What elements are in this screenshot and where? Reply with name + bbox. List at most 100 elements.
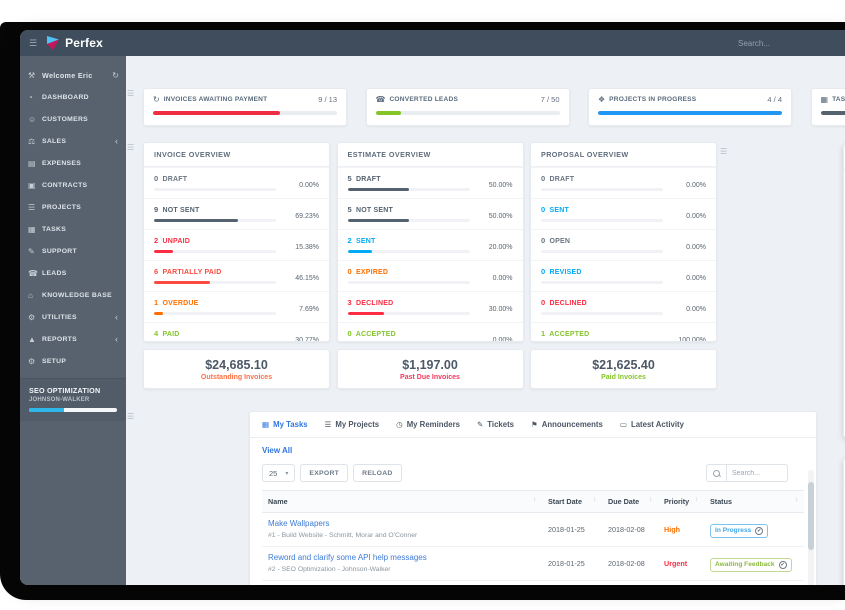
sort-icon[interactable]: ↕ — [593, 497, 596, 503]
table-search-input[interactable] — [726, 464, 788, 482]
stat-card-projects-in-progress[interactable]: ❖ PROJECTS IN PROGRESS 4 / 4 — [588, 88, 792, 126]
overview-row-count: 0 — [541, 236, 546, 245]
sidebar-item-leads[interactable]: ☎ LEADS — [20, 262, 126, 284]
drag-handle-icon[interactable]: ☰ — [127, 412, 135, 421]
status-badge[interactable]: Awaiting Feedback ✔ — [710, 557, 792, 572]
navbar-search-input[interactable]: Search... — [738, 38, 771, 48]
sidebar-item-reports[interactable]: ▲ REPORTS ‹ — [20, 328, 126, 350]
tab-my-tasks[interactable]: ▦ My Tasks — [262, 420, 308, 429]
sort-icon[interactable]: ↕ — [533, 497, 536, 503]
overview-row-accepted: 1 ACCEPTED 100.00% — [531, 322, 716, 341]
stat-card-invoices-awaiting-payment[interactable]: ↻ INVOICES AWAITING PAYMENT 9 / 13 — [143, 88, 347, 126]
column-header-due-date[interactable]: Due Date ↕ — [602, 490, 658, 513]
tab-my-reminders[interactable]: ◷ My Reminders — [396, 420, 460, 429]
priority-value: Urgent — [664, 559, 688, 568]
task-name-link[interactable]: Make Wallpapers — [268, 519, 330, 528]
sidebar-item-label: SUPPORT — [42, 247, 77, 255]
wrench-icon: ⚒ — [28, 70, 36, 80]
money-card-outstanding-invoices: $24,685.10 Outstanding Invoices — [143, 349, 330, 389]
overview-row-label: 0 EXPIRED — [347, 267, 389, 276]
task-name-link[interactable]: Reword and clarify some API help message… — [268, 553, 427, 562]
sidebar-item-customers[interactable]: ☺ CUSTOMERS — [20, 108, 126, 130]
overview-row-percent: 0.00% — [686, 182, 706, 189]
sidebar-item-setup[interactable]: ⚙ SETUP — [20, 350, 126, 372]
overview-row-declined: 3 DECLINED 30.00% — [337, 291, 523, 322]
money-label: Outstanding Invoices — [200, 373, 273, 381]
tab-label: My Reminders — [406, 420, 460, 429]
sidebar-item-projects[interactable]: ☰ PROJECTS — [20, 196, 126, 218]
sidebar-item-contracts[interactable]: ▣ CONTRACTS — [20, 174, 126, 196]
tab-latest-activity[interactable]: ▭ Latest Activity — [620, 420, 684, 429]
overview-row-expired: 0 EXPIRED 0.00% — [337, 260, 523, 291]
stat-card-label: INVOICES AWAITING PAYMENT — [163, 96, 268, 103]
tab-my-projects[interactable]: ☰ My Projects — [325, 420, 380, 429]
sidebar-item-utilities[interactable]: ⚙ UTILITIES ‹ — [20, 306, 126, 328]
overview-row-not-sent: 9 NOT SENT 69.23% — [144, 198, 329, 229]
overview-row-unpaid: 2 UNPAID 15.38% — [144, 229, 329, 260]
chevron-left-icon: ‹ — [115, 334, 118, 344]
column-header-priority[interactable]: Priority ↕ — [658, 490, 704, 513]
sidebar-item-knowledge-base[interactable]: ⌂ KNOWLEDGE BASE — [20, 284, 126, 306]
sidebar-item-sales[interactable]: ⚖ SALES ‹ — [20, 130, 126, 152]
export-button[interactable]: EXPORT — [300, 464, 349, 482]
drag-handle-icon[interactable]: ☰ — [127, 89, 135, 98]
drag-handle-icon[interactable]: ☰ — [127, 143, 135, 152]
sidebar-project-widget[interactable]: SEO OPTIMIZATION JOHNSON-WALKER — [20, 378, 126, 421]
refresh-icon[interactable]: ↻ — [112, 70, 119, 80]
sort-icon[interactable]: ↕ — [795, 497, 798, 503]
check-circle-icon[interactable]: ✔ — [778, 560, 787, 569]
check-circle-icon[interactable]: ✔ — [755, 526, 764, 535]
sort-icon[interactable]: ↕ — [649, 497, 652, 503]
dashboard-gauge-icon: ◔ — [28, 92, 33, 102]
overview-row-open: 0 OPEN 0.00% — [531, 229, 716, 260]
drag-handle-icon[interactable]: ☰ — [720, 147, 728, 156]
overview-row-percent: 30.00% — [488, 306, 513, 313]
column-header-start-date[interactable]: Start Date ↕ — [542, 490, 602, 513]
tab-announcements[interactable]: ⚑ Announcements — [531, 420, 603, 429]
sort-icon[interactable]: ↕ — [695, 497, 698, 503]
menu-toggle-icon[interactable]: ☰ — [29, 37, 38, 48]
overview-row-label: 0 DECLINED — [541, 298, 587, 307]
sidebar-item-welcome-eric[interactable]: ⚒ Welcome Eric ↻ — [20, 64, 126, 86]
start-date-cell: 2018-01-25 — [542, 512, 602, 547]
announcement-flag-icon: ⚑ — [531, 420, 538, 429]
overview-progress-track — [541, 312, 663, 315]
overview-row-label: 2 UNPAID — [154, 236, 191, 245]
priority-cell: High — [658, 580, 704, 585]
overview-row-count: 0 — [541, 267, 546, 276]
project-client: JOHNSON-WALKER — [29, 397, 90, 403]
customers-person-icon: ☺ — [28, 114, 37, 124]
sidebar-item-label: CUSTOMERS — [42, 115, 89, 123]
page-size-select[interactable]: 25 ▾ — [262, 464, 296, 482]
caret-down-icon: ▾ — [285, 470, 289, 477]
column-header-status[interactable]: Status ↕ — [704, 490, 804, 513]
tab-label: My Tasks — [273, 420, 308, 429]
sidebar-item-label: KNOWLEDGE BASE — [42, 291, 112, 299]
money-label: Past Due Invoices — [400, 373, 460, 381]
stat-card-value: 4 / 4 — [767, 95, 782, 104]
dashboard-content: ☰ ☰ ☰ ☰ ☰ ↻INVOICES AWAITING PAYMENT 9 / 13 ☎C… — [126, 56, 845, 585]
sidebar-item-dashboard[interactable]: ◔ DASHBOARD — [20, 86, 126, 108]
overview-row-count: 2 — [154, 236, 159, 245]
overview-row-draft: 0 DRAFT 0.00% — [531, 167, 716, 198]
status-badge[interactable]: In Progress ✔ — [710, 523, 769, 538]
table-scrollbar[interactable] — [808, 470, 814, 585]
column-header-name[interactable]: Name ↕ — [262, 490, 542, 513]
reload-button[interactable]: RELOAD — [353, 464, 402, 482]
overview-row-label: 0 REVISED — [541, 267, 582, 276]
tab-tickets[interactable]: ✎ Tickets — [477, 420, 514, 429]
sidebar-item-support[interactable]: ✎ SUPPORT — [20, 240, 126, 262]
due-date-cell: 2018-02-08 — [602, 512, 658, 547]
sidebar-item-label: LEADS — [42, 269, 67, 277]
sidebar-item-tasks[interactable]: ▦ TASKS — [20, 218, 126, 240]
stat-card-converted-leads[interactable]: ☎ CONVERTED LEADS 7 / 50 — [365, 88, 570, 126]
overview-row-percent: 0.00% — [686, 306, 706, 313]
contracts-file-icon: ▣ — [28, 180, 36, 190]
stat-card-tasks-not-finished[interactable]: ▦TASKS NOT FINISHED — [810, 88, 845, 126]
sales-scales-icon: ⚖ — [28, 136, 36, 146]
table-row: Reword and clarify some API help message… — [262, 546, 804, 581]
view-all-link[interactable]: View All — [262, 446, 293, 455]
scrollbar-thumb[interactable] — [808, 482, 814, 550]
projects-list-icon: ☰ — [28, 202, 36, 212]
sidebar-item-expenses[interactable]: ▤ EXPENSES — [20, 152, 126, 174]
